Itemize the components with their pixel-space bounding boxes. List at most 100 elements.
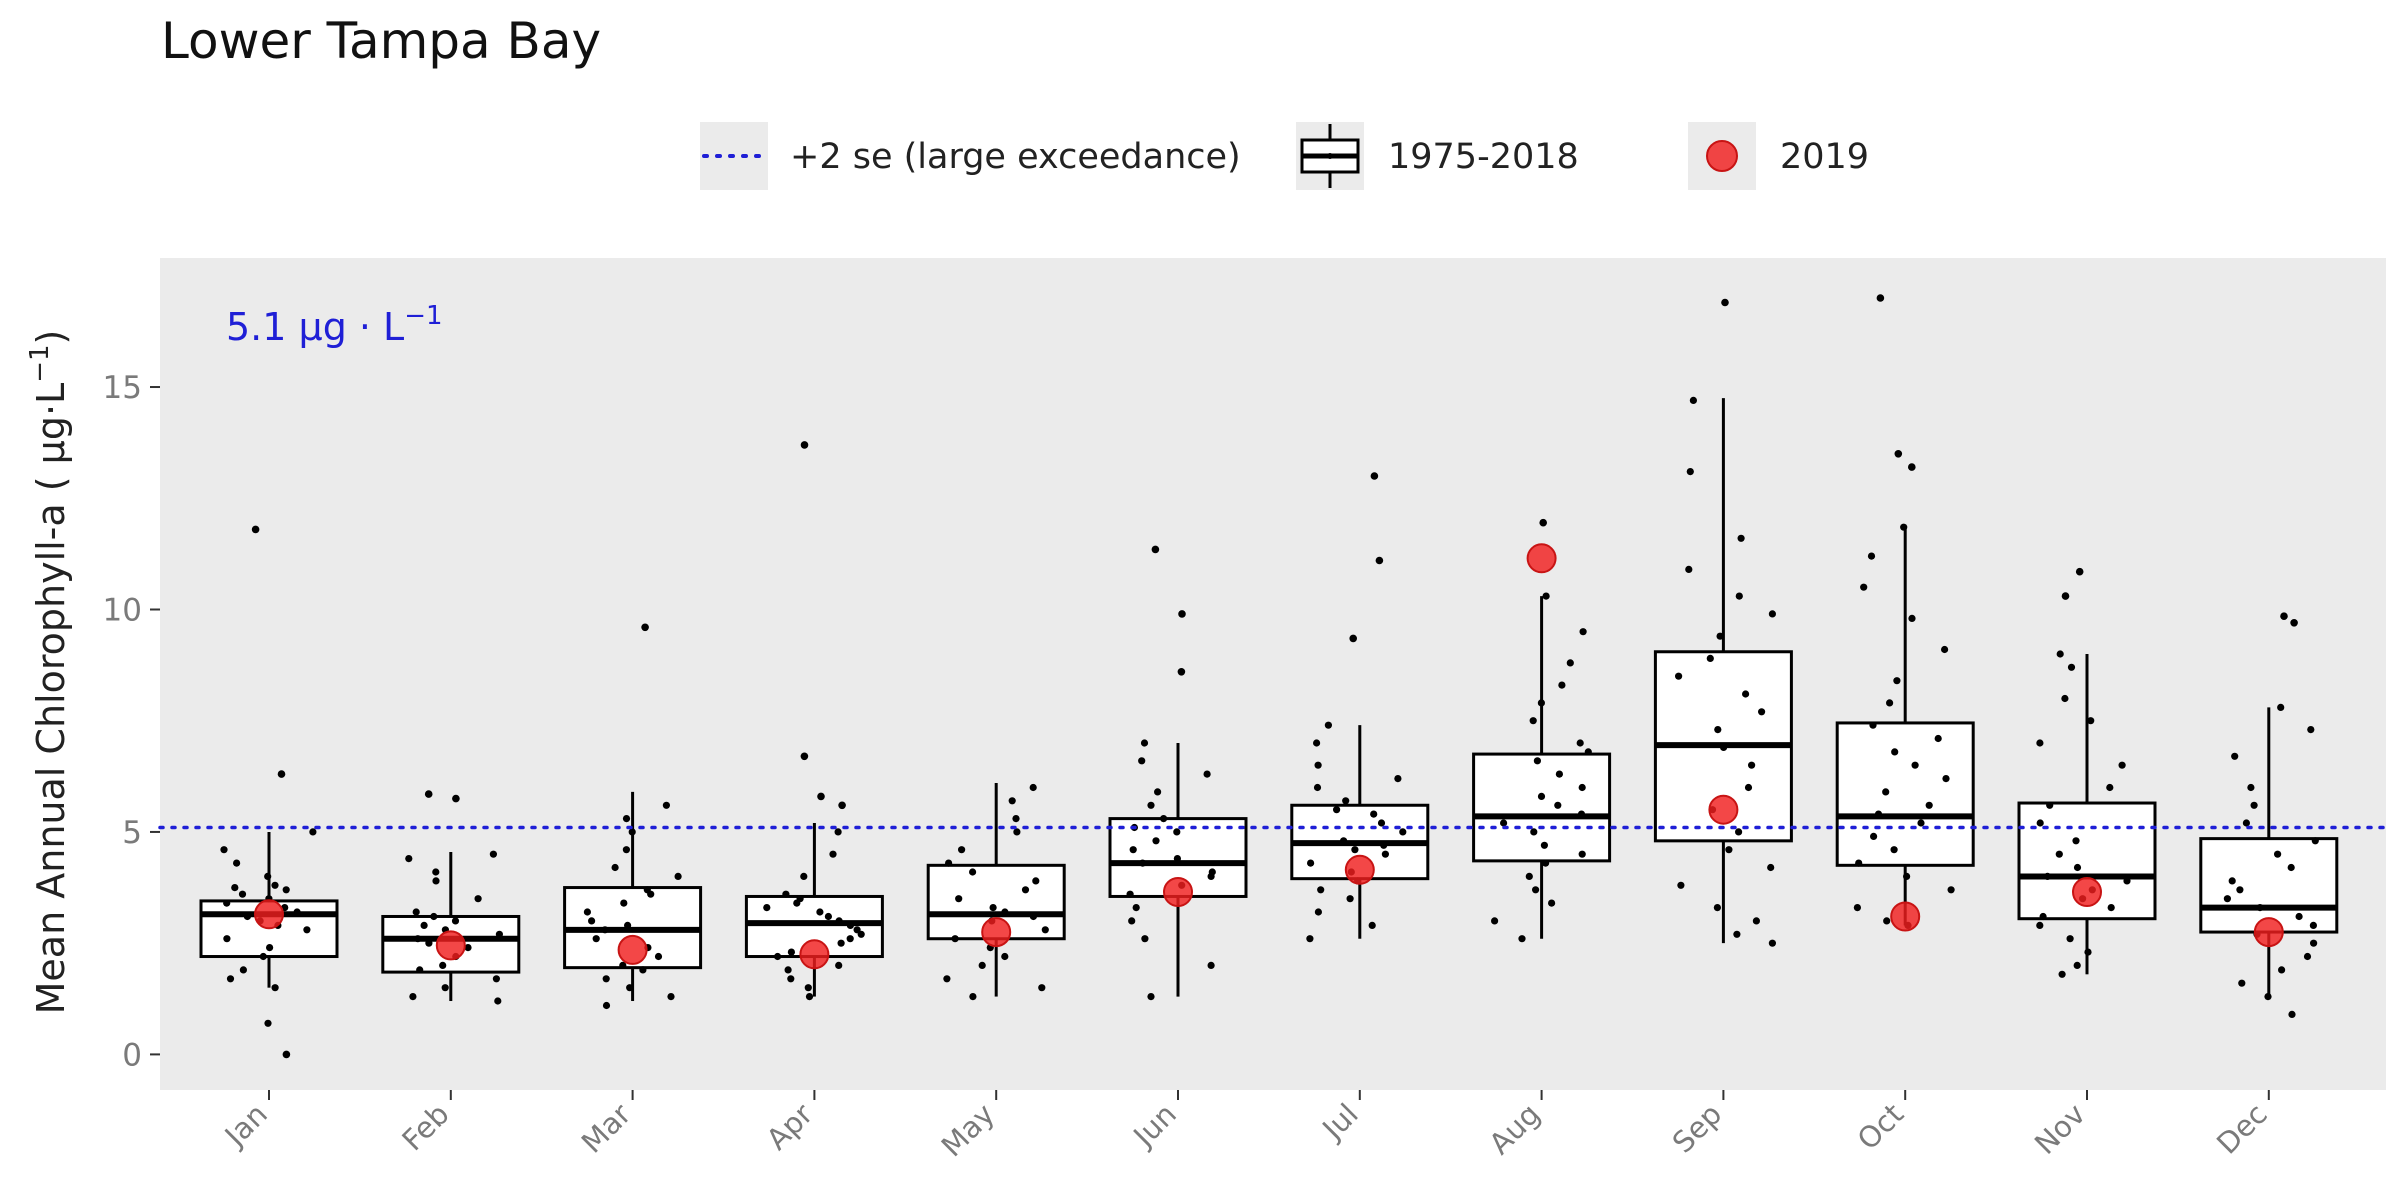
outlier-point bbox=[800, 752, 809, 761]
year-point bbox=[2250, 801, 2258, 809]
year-point bbox=[1368, 921, 1376, 930]
year-point bbox=[837, 939, 845, 947]
year-point bbox=[639, 966, 647, 974]
year-point bbox=[1126, 890, 1134, 898]
box-iqr bbox=[2199, 837, 2339, 934]
year-point bbox=[2039, 912, 2047, 921]
year-point bbox=[1903, 872, 1911, 881]
year-point bbox=[1173, 855, 1181, 863]
year-point bbox=[846, 921, 855, 930]
year-point bbox=[2311, 837, 2319, 845]
year-point bbox=[1855, 859, 1863, 867]
year-point bbox=[2067, 663, 2076, 671]
x-tick-label: Jan bbox=[217, 1097, 274, 1154]
year-point bbox=[271, 881, 279, 889]
year-point bbox=[1380, 841, 1388, 849]
year-point bbox=[2072, 837, 2080, 845]
x-tick-label: Dec bbox=[2210, 1097, 2274, 1161]
year-point bbox=[1869, 721, 1877, 729]
year-point bbox=[1377, 819, 1386, 827]
year-point bbox=[2274, 850, 2282, 858]
year-point bbox=[1203, 770, 1211, 778]
year-point bbox=[624, 921, 632, 930]
outlier-point bbox=[1908, 463, 1916, 471]
year-point bbox=[2036, 921, 2044, 930]
year-point bbox=[1394, 775, 1402, 783]
year-point bbox=[1306, 935, 1314, 943]
legend-label-2019: 2019 bbox=[1780, 137, 1869, 177]
year-point bbox=[2303, 952, 2312, 961]
year-point bbox=[2247, 783, 2255, 792]
year-point bbox=[1554, 801, 1562, 809]
outlier-point bbox=[277, 770, 286, 778]
year-point bbox=[2073, 863, 2082, 872]
year-point bbox=[1038, 984, 1046, 992]
year-point bbox=[441, 984, 449, 992]
year-point bbox=[787, 975, 795, 983]
year-point bbox=[2256, 904, 2264, 912]
year-point bbox=[643, 886, 651, 894]
year-point bbox=[2073, 961, 2081, 970]
year-point bbox=[2046, 801, 2054, 809]
year-point bbox=[1207, 961, 1215, 970]
point-2019-may bbox=[981, 917, 1012, 948]
year-point bbox=[1911, 761, 1919, 769]
x-tick-label: May bbox=[935, 1097, 1001, 1163]
year-point bbox=[622, 846, 631, 854]
outlier-point bbox=[1721, 298, 1729, 307]
threshold-label-main: 5.1 µg · L bbox=[226, 305, 404, 349]
year-point bbox=[1021, 886, 1030, 894]
year-point bbox=[955, 895, 963, 903]
year-point bbox=[2236, 886, 2244, 894]
year-point bbox=[2238, 979, 2246, 987]
y-axis-label-close: ) bbox=[29, 330, 73, 345]
year-point bbox=[2288, 1010, 2296, 1019]
year-point bbox=[943, 975, 951, 983]
year-point bbox=[282, 886, 290, 894]
year-point bbox=[601, 926, 609, 934]
year-point bbox=[628, 828, 636, 836]
year-point bbox=[223, 935, 231, 943]
year-point bbox=[796, 895, 804, 903]
year-point bbox=[989, 904, 997, 912]
year-point bbox=[1129, 846, 1137, 854]
year-point bbox=[2056, 650, 2064, 658]
year-point bbox=[2228, 877, 2236, 885]
year-point bbox=[1540, 841, 1548, 849]
year-point bbox=[243, 912, 251, 921]
year-point bbox=[266, 944, 274, 952]
year-point bbox=[1735, 828, 1743, 836]
year-point bbox=[2309, 921, 2317, 930]
year-point bbox=[303, 926, 311, 934]
year-point bbox=[492, 975, 500, 983]
year-point bbox=[1768, 939, 1776, 947]
year-point bbox=[1173, 828, 1181, 836]
year-point bbox=[1381, 850, 1389, 858]
year-point bbox=[1577, 810, 1586, 818]
year-point bbox=[1152, 837, 1160, 845]
year-point bbox=[1147, 801, 1155, 809]
outlier-point bbox=[2075, 567, 2084, 576]
year-point bbox=[1140, 739, 1149, 747]
year-point bbox=[2310, 939, 2318, 947]
year-point bbox=[602, 1001, 611, 1010]
year-point bbox=[412, 908, 420, 916]
year-point bbox=[2036, 739, 2044, 747]
x-tick-label: Nov bbox=[2028, 1097, 2092, 1161]
point-2019-jul bbox=[1344, 854, 1375, 885]
x-tick-label: Mar bbox=[575, 1097, 638, 1160]
year-point bbox=[2058, 970, 2066, 978]
year-point bbox=[259, 952, 267, 961]
year-point bbox=[782, 890, 790, 898]
year-point bbox=[1677, 881, 1685, 889]
year-point bbox=[1346, 895, 1354, 903]
year-point bbox=[1942, 775, 1950, 783]
year-point bbox=[816, 908, 824, 916]
year-point bbox=[451, 917, 460, 925]
year-point bbox=[293, 908, 301, 916]
year-point bbox=[425, 939, 433, 947]
year-point bbox=[1548, 899, 1556, 907]
year-point bbox=[1542, 592, 1550, 600]
year-point bbox=[1500, 819, 1508, 827]
year-point bbox=[409, 993, 417, 1001]
